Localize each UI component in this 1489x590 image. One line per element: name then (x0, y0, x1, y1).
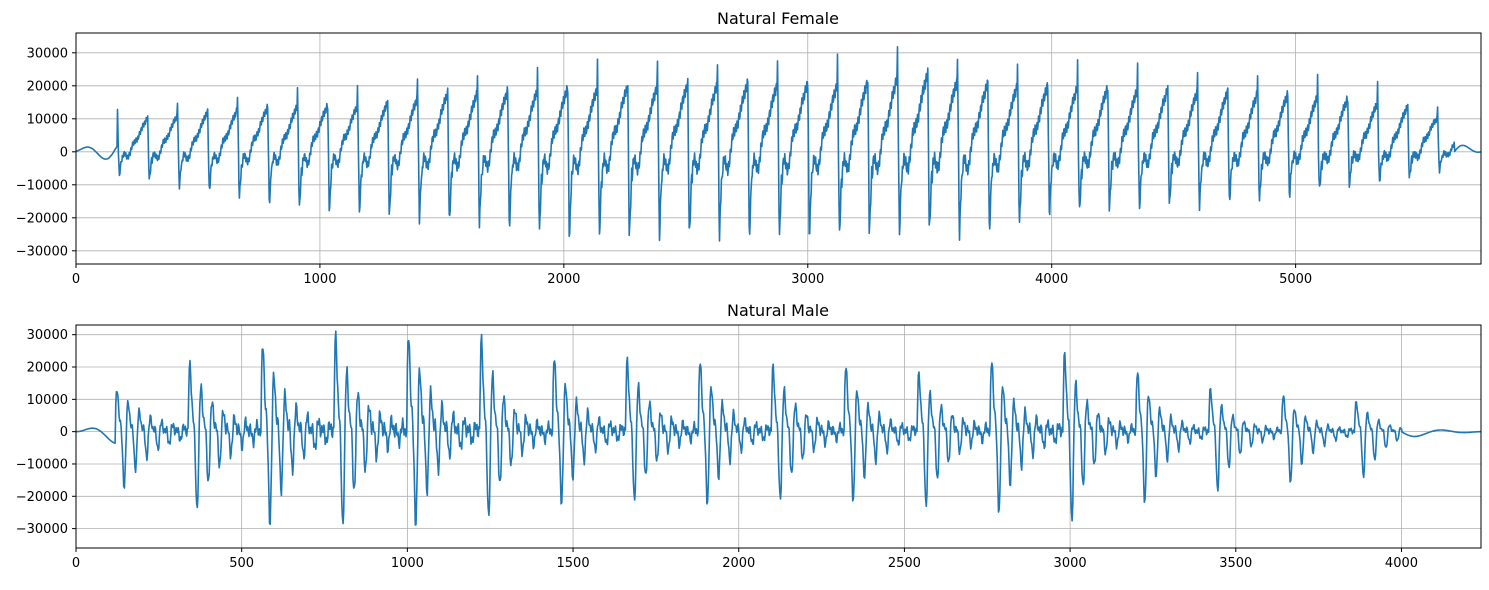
x-tick-label: 4000 (1035, 272, 1068, 287)
y-tick-label: 0 (60, 145, 68, 160)
y-tick-label: 30000 (27, 328, 68, 343)
y-tick-label: 10000 (27, 393, 68, 408)
x-tick-label: 2000 (722, 556, 755, 571)
x-tick-label: 1500 (557, 556, 590, 571)
x-axis-ticks: 0 1000 2000 3000 4000 5000 (72, 264, 1312, 287)
axes-frame (75, 324, 1482, 549)
x-tick-label: 0 (72, 272, 80, 287)
y-tick-label: −30000 (16, 522, 68, 537)
x-tick-label: 3000 (1054, 556, 1087, 571)
y-tick-label: 0 (60, 425, 68, 440)
y-tick-label: −30000 (16, 244, 68, 259)
x-tick-label: 4000 (1385, 556, 1418, 571)
x-tick-label: 3000 (791, 272, 824, 287)
y-tick-label: −20000 (16, 490, 68, 505)
y-axis-ticks: −30000 −20000 −10000 0 10000 20000 30000 (16, 46, 76, 259)
x-tick-label: 1000 (303, 272, 336, 287)
x-tick-label: 5000 (1279, 272, 1312, 287)
chart-natural-female: Natural Female 0 1000 2000 3000 4000 5000 −30… (16, 9, 1482, 287)
y-tick-label: −10000 (16, 178, 68, 193)
y-tick-label: −10000 (16, 457, 68, 472)
chart-title: Natural Male (727, 301, 829, 320)
chart-natural-male: Natural Male 0 500 1000 1500 2000 2500 3000 350… (16, 301, 1482, 571)
y-tick-label: 20000 (27, 361, 68, 376)
x-tick-label: 0 (72, 556, 80, 571)
y-axis-ticks: −30000 −20000 −10000 0 10000 20000 30000 (16, 328, 76, 537)
x-tick-label: 2000 (547, 272, 580, 287)
x-axis-ticks: 0 500 1000 1500 2000 2500 3000 3500 4000 (72, 548, 1418, 571)
chart-title: Natural Female (717, 9, 839, 28)
x-tick-label: 1000 (391, 556, 424, 571)
y-tick-label: 10000 (27, 112, 68, 127)
y-tick-label: −20000 (16, 211, 68, 226)
y-tick-label: 20000 (27, 79, 68, 94)
series-line-natural-female (75, 46, 1482, 242)
x-tick-label: 3500 (1219, 556, 1252, 571)
x-tick-label: 2500 (888, 556, 921, 571)
series-line-natural-male (75, 330, 1482, 526)
x-tick-label: 500 (229, 556, 254, 571)
axes-frame (75, 32, 1482, 265)
y-tick-label: 30000 (27, 46, 68, 61)
